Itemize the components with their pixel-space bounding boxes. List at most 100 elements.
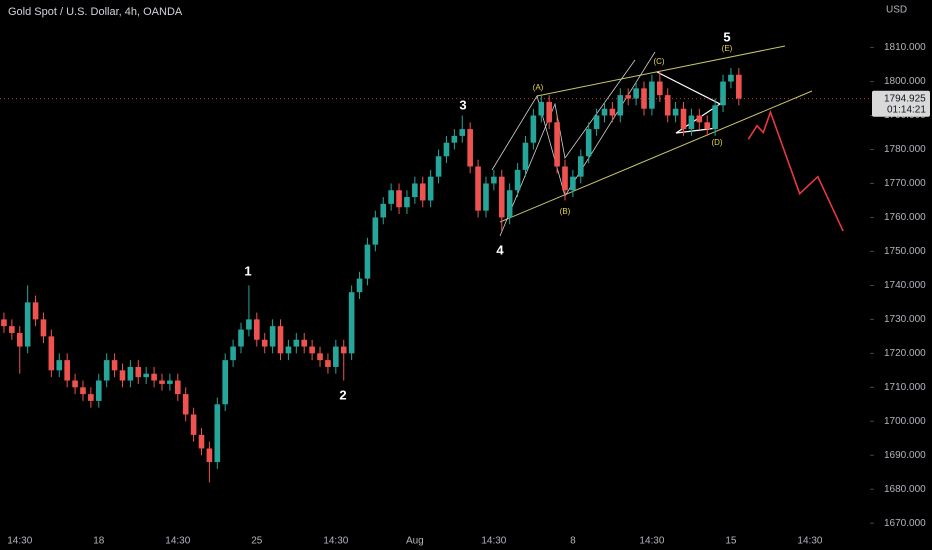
candle-body (538, 101, 545, 116)
wave-label: 3 (459, 97, 466, 112)
candle-body (103, 360, 110, 381)
candle-body (680, 108, 687, 130)
candle-body (293, 339, 300, 347)
candle-body (435, 156, 442, 177)
candle-body (728, 74, 734, 82)
candle-body (174, 380, 181, 395)
y-tick-label: 1750.000 (884, 246, 926, 257)
candle-body (64, 360, 70, 381)
candle-body (459, 129, 466, 136)
candle-body (506, 190, 513, 218)
candle-body (356, 278, 363, 293)
y-tick-label: 1670.000 (884, 518, 926, 529)
candle-body (269, 326, 276, 347)
subwave-label: (B) (560, 207, 571, 216)
candle-body (9, 326, 15, 333)
x-tick-label: 14:30 (7, 536, 32, 547)
candle-body (88, 394, 94, 401)
candle-body (246, 319, 252, 330)
candle-body (562, 166, 568, 191)
y-tick-label: 1810.000 (884, 42, 926, 53)
x-tick-label: 14:30 (323, 536, 348, 547)
forecast-line (747, 109, 844, 232)
candle-body (649, 81, 655, 109)
x-tick-label: 14:30 (165, 536, 190, 547)
candle-body (696, 115, 703, 123)
candle-body (40, 319, 47, 337)
candle-body (625, 95, 632, 99)
candle-body (261, 339, 268, 347)
countdown-label: 01:14:21 (887, 104, 926, 115)
y-tick-label: 1740.000 (884, 280, 926, 291)
candle-body (95, 380, 102, 401)
candle-body (412, 183, 418, 198)
candle-body (127, 366, 134, 381)
candle-body (230, 346, 236, 361)
candle-body (720, 81, 726, 106)
candle-body (340, 346, 347, 354)
candle-body (585, 129, 592, 157)
candle-body (167, 380, 173, 384)
y-tick-label: 1680.000 (884, 484, 926, 495)
candle-body (704, 122, 711, 130)
candle-body (546, 101, 552, 123)
candle-body (32, 302, 39, 320)
x-tick-label: 8 (570, 536, 576, 547)
candle-body (396, 190, 402, 208)
y-tick-label: 1690.000 (884, 450, 926, 461)
candle-body (419, 183, 426, 201)
subwave-label: (E) (722, 44, 733, 53)
candle-body (198, 434, 205, 449)
y-tick-label: 1760.000 (884, 212, 926, 223)
candle-body (301, 339, 308, 347)
candle-body (317, 353, 323, 361)
y-tick-label: 1770.000 (884, 178, 926, 189)
candle-body (206, 448, 213, 463)
candle-body (601, 108, 608, 116)
subwave-label: (A) (533, 83, 544, 92)
candle-body (135, 366, 142, 378)
candle-body (451, 135, 458, 143)
x-tick-label: 14:30 (481, 536, 506, 547)
candle-body (491, 176, 497, 184)
last-price-label: 1794.925 (884, 93, 926, 104)
candle-body (56, 360, 63, 371)
candle-body (664, 95, 671, 116)
x-tick-label: 25 (251, 536, 263, 547)
candle-body (657, 81, 663, 96)
candle-body (24, 302, 31, 347)
chart-title: Gold Spot / U.S. Dollar, 4h, OANDA (8, 6, 183, 18)
candle-body (712, 105, 718, 130)
candle-body (72, 380, 78, 388)
candle-body (1, 319, 7, 327)
candle-body (254, 319, 260, 340)
x-tick-label: 14:30 (797, 536, 822, 547)
candle-body (333, 346, 339, 367)
candle-body (16, 332, 23, 347)
candle-body (688, 115, 695, 130)
candle-body (554, 122, 560, 167)
candle-body (80, 387, 86, 395)
candle-body (427, 176, 434, 201)
candle-body (159, 380, 165, 384)
candle-body (348, 292, 355, 354)
candle-body (143, 373, 149, 378)
last-price-box (872, 90, 930, 117)
candle-body (467, 129, 473, 167)
candle-body (483, 183, 489, 211)
y-tick-label: 1800.000 (884, 76, 926, 87)
candle-body (443, 142, 450, 157)
candle-body (325, 360, 331, 367)
candle-body (238, 329, 244, 347)
subwave-label: (C) (653, 57, 664, 66)
candle-body (48, 336, 55, 371)
candle-body (530, 115, 537, 143)
candle-body (111, 360, 118, 371)
candle-body (475, 166, 481, 211)
wave-label: 1 (244, 263, 251, 278)
candle-body (498, 176, 505, 218)
upper-channel (536, 45, 786, 97)
candle-body (736, 74, 742, 99)
